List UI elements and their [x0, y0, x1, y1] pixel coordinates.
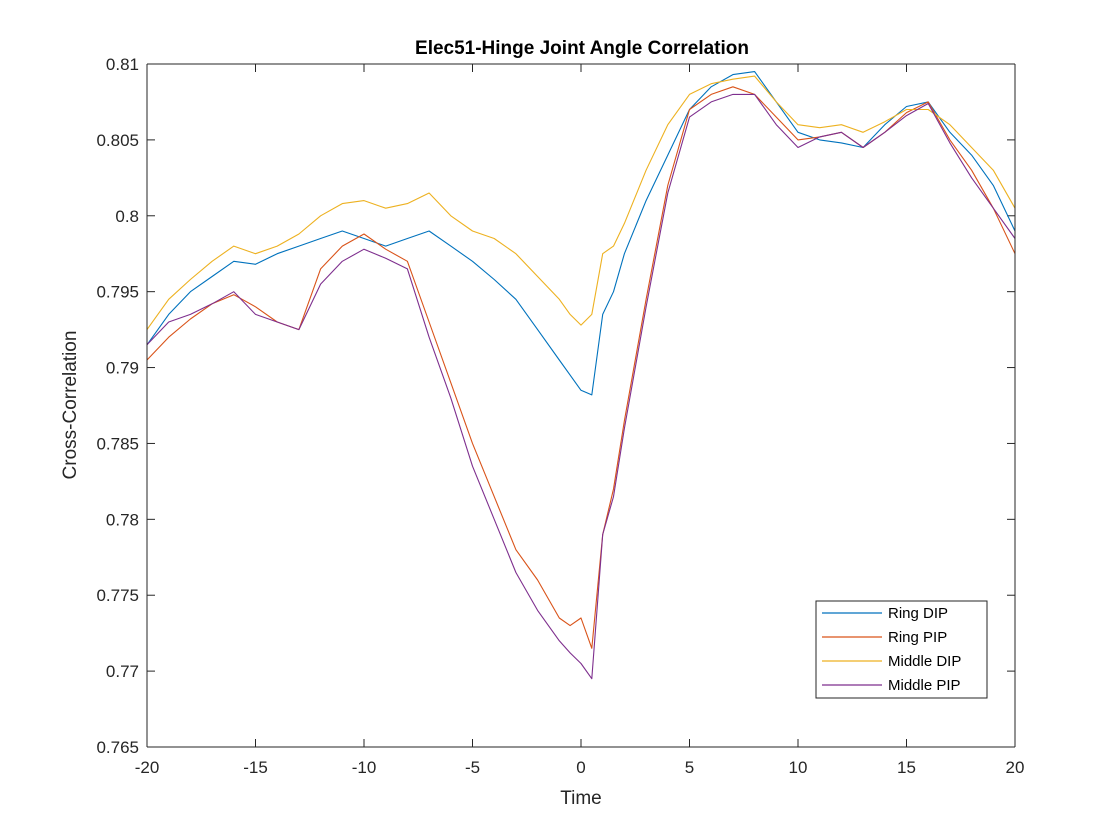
x-axis-label: Time: [560, 788, 602, 809]
series-line-middle-dip: [146, 75, 1016, 330]
legend-label: Middle PIP: [888, 677, 961, 694]
y-tick-label: 0.795: [96, 283, 139, 302]
x-tick-label: 5: [685, 758, 694, 777]
y-tick-label: 0.765: [96, 738, 139, 757]
y-axis-label: Cross-Correlation: [60, 331, 81, 480]
x-tick-label: 0: [576, 758, 585, 777]
series-layer: [146, 71, 1016, 680]
x-tick-label: -20: [135, 758, 160, 777]
y-tick-label: 0.785: [96, 434, 139, 453]
y-tick-label: 0.775: [96, 586, 139, 605]
series-line-middle-pip: [146, 93, 1016, 680]
chart-title: Elec51-Hinge Joint Angle Correlation: [415, 38, 749, 59]
y-tick-label: 0.8: [115, 207, 139, 226]
legend-label: Ring DIP: [888, 605, 948, 622]
axis-ticks: -20 -15 -10 -5 0 5 10 15 20 0.765 0.77 0.775 0.78 0.7…: [96, 55, 1024, 777]
y-tick-label: 0.805: [96, 131, 139, 150]
y-tick-label: 0.81: [106, 55, 139, 74]
legend-box: [815, 600, 988, 699]
legend-label: Middle DIP: [888, 653, 961, 670]
legend: Ring DIP Ring PIP Middle DIP Middle PIP: [815, 600, 988, 699]
legend-label: Ring PIP: [888, 629, 947, 646]
x-tick-label: 10: [789, 758, 808, 777]
x-tick-label: -10: [352, 758, 377, 777]
x-tick-label: 20: [1006, 758, 1025, 777]
x-tick-label: 15: [897, 758, 916, 777]
y-tick-label: 0.78: [106, 510, 139, 529]
series-line-ring-dip: [146, 71, 1016, 396]
y-tick-label: 0.79: [106, 359, 139, 378]
x-tick-label: -15: [243, 758, 268, 777]
x-tick-label: -5: [465, 758, 480, 777]
y-tick-label: 0.77: [106, 662, 139, 681]
